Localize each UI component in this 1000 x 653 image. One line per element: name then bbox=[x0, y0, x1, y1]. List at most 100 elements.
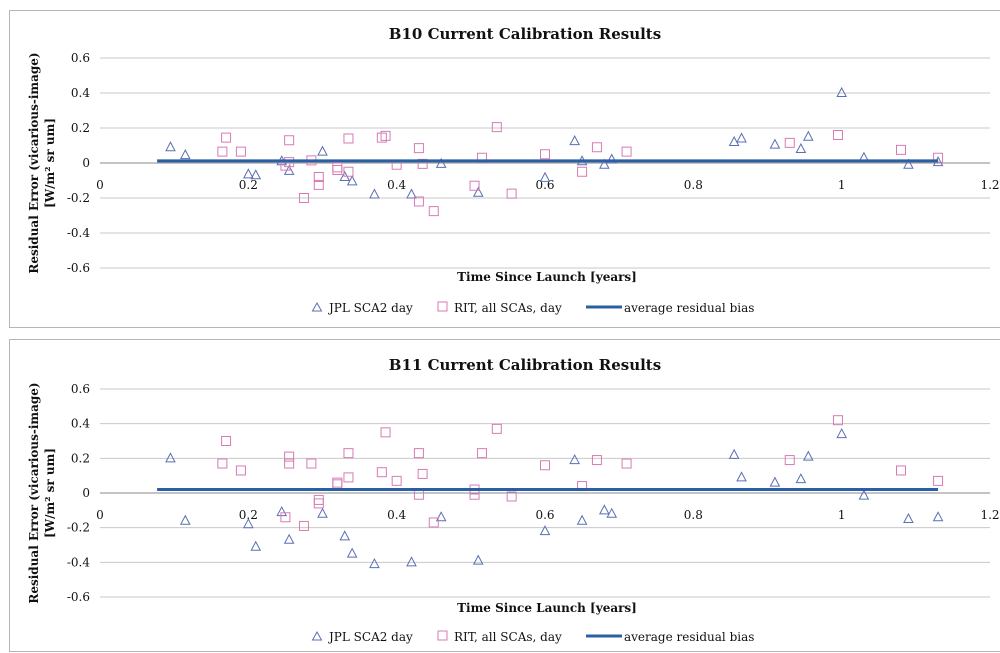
jpl-triangle-point bbox=[179, 514, 191, 525]
jpl-triangle-point bbox=[369, 557, 380, 569]
rit-square-point bbox=[235, 146, 246, 157]
jpl-triangle-point bbox=[606, 153, 618, 164]
jpl-triangle-point bbox=[903, 158, 914, 169]
legend-triangle-icon bbox=[311, 301, 323, 312]
x-tick-label: 1 bbox=[838, 508, 846, 522]
jpl-triangle-point bbox=[836, 427, 847, 439]
jpl-triangle-point bbox=[769, 138, 781, 149]
rit-square-point bbox=[313, 172, 324, 182]
jpl-triangle-point bbox=[903, 512, 914, 523]
x-tick-label: 0.8 bbox=[684, 178, 703, 192]
legend-triangle-icon bbox=[311, 630, 323, 641]
x-tick-label: 1.2 bbox=[980, 508, 999, 522]
rit-square-point bbox=[469, 489, 480, 500]
jpl-triangle-point bbox=[539, 171, 551, 182]
legend-label-jpl: JPL SCA2 day bbox=[327, 301, 413, 315]
jpl-triangle-point bbox=[728, 135, 740, 146]
chart-panel-b10: B10 Current Calibration Results 0.6 0.4 0.2… bbox=[9, 10, 1000, 328]
y-tick-label: -0.2 bbox=[67, 191, 90, 205]
rit-square-point bbox=[413, 489, 424, 500]
chart-b11: B11 Current Calibration Results 0.6 0.4 0.2… bbox=[27, 356, 1000, 644]
rit-square-point bbox=[784, 137, 795, 148]
rit-square-point bbox=[313, 498, 324, 509]
y-axis-units: [W/m² sr um] bbox=[43, 118, 57, 208]
rit-square-point bbox=[298, 193, 309, 203]
rit-square-point bbox=[221, 436, 232, 446]
rit-square-point bbox=[428, 206, 439, 217]
rit-square-point bbox=[298, 520, 309, 531]
rit-square-point bbox=[469, 180, 480, 191]
jpl-triangle-point bbox=[736, 471, 747, 482]
jpl-triangle-point bbox=[736, 132, 747, 143]
jpl-triangle-point bbox=[795, 142, 807, 153]
rit-square-point bbox=[540, 149, 550, 160]
jpl-triangle-point bbox=[795, 473, 807, 484]
rit-square-point bbox=[332, 162, 343, 173]
x-tick-label: 0.2 bbox=[239, 508, 258, 522]
jpl-triangle-point bbox=[283, 533, 295, 544]
y-tick-label: 0.2 bbox=[71, 121, 90, 135]
chart-b10: B10 Current Calibration Results 0.6 0.4 0.2… bbox=[27, 25, 1000, 315]
y-tick-label: -0.4 bbox=[67, 226, 91, 240]
x-tick-label: 0.6 bbox=[535, 178, 554, 192]
x-tick-label: 0 bbox=[96, 508, 104, 522]
rit-square-point bbox=[376, 132, 387, 143]
y-axis-units: [W/m² sr um] bbox=[43, 448, 57, 538]
rit-square-point bbox=[896, 144, 906, 155]
rit-square-point bbox=[306, 458, 317, 469]
x-tick-label: 0.6 bbox=[535, 508, 554, 522]
y-tick-label: 0.6 bbox=[71, 51, 90, 65]
jpl-triangle-point bbox=[346, 547, 358, 558]
rit-square-point bbox=[784, 455, 795, 466]
rit-square-point bbox=[933, 475, 944, 486]
legend-label-jpl: JPL SCA2 day bbox=[327, 630, 413, 644]
rit-square-point bbox=[391, 475, 402, 486]
rit-square-point bbox=[343, 166, 354, 177]
rit-square-point bbox=[284, 451, 295, 462]
jpl-triangle-point bbox=[802, 450, 814, 461]
chart-title: B11 Current Calibration Results bbox=[389, 356, 661, 374]
x-axis-title: Time Since Launch [years] bbox=[457, 270, 637, 284]
jpl-triangle-point bbox=[576, 514, 588, 525]
y-tick-label: -0.6 bbox=[67, 261, 90, 275]
rit-square-point bbox=[476, 448, 487, 459]
jpl-triangle-point bbox=[836, 86, 847, 97]
rit-square-point bbox=[491, 423, 502, 434]
jpl-triangle-point bbox=[569, 453, 580, 465]
legend-square-icon bbox=[437, 630, 448, 641]
rit-square-point bbox=[577, 166, 588, 177]
y-tick-label: -0.2 bbox=[67, 521, 90, 535]
rit-square-point bbox=[832, 415, 843, 426]
jpl-triangle-point bbox=[406, 188, 417, 199]
legend-label-rit: RIT, all SCAs, day bbox=[454, 301, 562, 315]
rit-square-point bbox=[284, 458, 295, 469]
legend-label-bias: average residual bias bbox=[624, 630, 754, 644]
jpl-triangle-point bbox=[250, 540, 262, 551]
rit-square-point bbox=[284, 135, 295, 146]
rit-square-point bbox=[417, 158, 428, 169]
rit-square-point bbox=[491, 122, 502, 133]
y-axis-title: Residual Error (vicarious-image) bbox=[27, 52, 41, 273]
rit-square-point bbox=[621, 146, 632, 157]
jpl-triangle-point bbox=[179, 149, 191, 160]
rit-square-point bbox=[332, 477, 343, 488]
y-tick-label: 0.6 bbox=[71, 382, 90, 396]
jpl-triangle-point bbox=[472, 186, 484, 197]
rit-square-point bbox=[221, 132, 232, 143]
rit-square-point bbox=[376, 467, 387, 478]
legend-square-icon bbox=[437, 301, 448, 312]
jpl-triangle-point bbox=[243, 168, 254, 179]
jpl-triangle-point bbox=[539, 525, 551, 536]
jpl-triangle-point bbox=[250, 169, 262, 180]
jpl-triangle-point bbox=[569, 135, 580, 146]
x-tick-label: 0.4 bbox=[387, 178, 406, 192]
y-tick-label: 0.2 bbox=[71, 451, 90, 465]
rit-square-point bbox=[417, 468, 428, 479]
rit-square-point bbox=[217, 146, 228, 157]
x-tick-label: 0.8 bbox=[684, 508, 703, 522]
rit-square-point bbox=[621, 458, 632, 469]
x-tick-label: 1.2 bbox=[980, 178, 999, 192]
jpl-triangle-point bbox=[606, 507, 618, 518]
rit-square-point bbox=[313, 179, 324, 190]
jpl-triangle-point bbox=[802, 130, 814, 141]
